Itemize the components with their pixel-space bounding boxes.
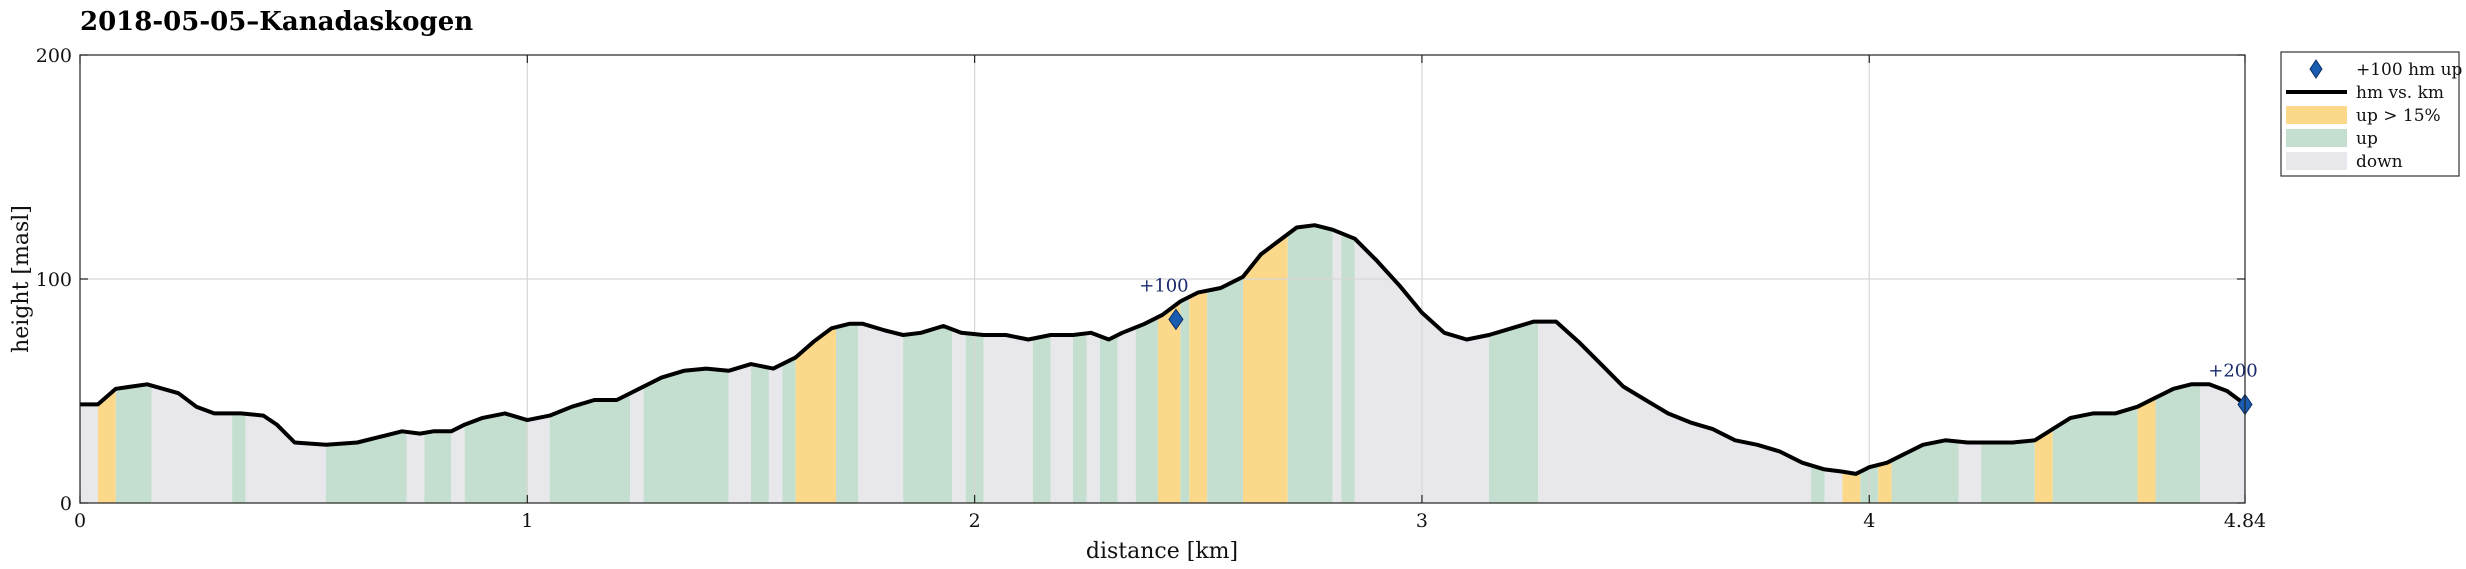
- segment-down: [2200, 384, 2245, 503]
- segment-steep: [1842, 471, 1861, 503]
- segment-up: [326, 431, 407, 503]
- elevation-line: [80, 223, 2247, 476]
- legend-label-up: up: [2356, 129, 2378, 149]
- segment-up: [903, 326, 953, 503]
- x-tick-label: 1: [521, 510, 533, 532]
- legend-swatch-steep: [2286, 106, 2347, 124]
- segment-down: [1117, 327, 1136, 503]
- x-tick-label: 2: [969, 510, 981, 532]
- plot-area: +100 +200 0 1 2 3 4 4.84 0 100 200: [36, 45, 2266, 532]
- segment-down: [1824, 469, 1843, 503]
- segment-up: [1099, 335, 1118, 503]
- segment-up: [1287, 225, 1333, 503]
- legend-label-line: hm vs. km: [2356, 83, 2444, 103]
- segment-up: [1073, 333, 1087, 503]
- segment-down: [728, 364, 751, 503]
- chart-title: 2018-05-05–Kanadaskogen: [80, 7, 473, 37]
- segment-down: [527, 415, 550, 503]
- segment-steep: [97, 388, 116, 503]
- segment-up: [1207, 276, 1243, 503]
- segment-up: [1891, 440, 1959, 503]
- segment-up: [1341, 233, 1355, 504]
- y-tick-label: 0: [60, 493, 72, 515]
- segment-up: [751, 364, 769, 503]
- segment-up: [115, 384, 152, 503]
- y-tick-label: 200: [36, 45, 72, 67]
- segment-steep: [1189, 290, 1208, 503]
- legend-swatch-down: [2286, 152, 2347, 170]
- segment-up: [1032, 335, 1051, 503]
- segment-down: [1086, 332, 1100, 503]
- marker-label: +100: [1139, 275, 1188, 296]
- segment-steep: [795, 327, 836, 503]
- marker-diamond: [1168, 308, 1184, 331]
- y-tick-label: 100: [36, 269, 72, 291]
- segment-up: [1135, 317, 1158, 503]
- segment-up: [1811, 465, 1825, 503]
- slope-segments: [80, 225, 2245, 504]
- axis-ticks: 0 1 2 3 4 4.84 0 100 200: [36, 45, 2266, 532]
- y-axis-label: height [masl]: [9, 205, 34, 353]
- segment-down: [245, 413, 326, 503]
- legend-swatch-up: [2286, 129, 2347, 147]
- legend-label-steep: up > 15%: [2356, 106, 2441, 126]
- segment-down: [952, 329, 966, 503]
- legend-label-down: down: [2356, 152, 2403, 172]
- x-tick-label: 3: [1416, 510, 1428, 532]
- x-tick-label: 4.84: [2224, 510, 2266, 532]
- segment-up: [643, 368, 729, 503]
- segment-down: [983, 335, 1033, 503]
- segment-up: [464, 413, 528, 503]
- segment-down: [630, 386, 644, 503]
- segment-up: [1489, 321, 1539, 503]
- segment-up: [1180, 296, 1190, 503]
- x-tick-label: 4: [1863, 510, 1875, 532]
- segment-up: [782, 357, 796, 503]
- x-axis-label: distance [km]: [1086, 539, 1238, 564]
- legend-label-marker: +100 hm up: [2356, 60, 2463, 80]
- segment-up: [2155, 384, 2201, 503]
- segment-up: [1981, 440, 2035, 503]
- segment-down: [768, 364, 783, 503]
- marker-label: +200: [2208, 360, 2257, 381]
- segment-down: [1958, 441, 1982, 503]
- grid-lines: [80, 55, 2245, 503]
- segment-up: [836, 323, 859, 503]
- segment-up: [424, 431, 452, 503]
- segment-steep: [1243, 234, 1288, 503]
- segment-up: [2052, 406, 2138, 503]
- legend-marker-icon: [2309, 59, 2323, 79]
- segment-up: [232, 413, 246, 503]
- segment-up: [549, 393, 631, 503]
- segment-down: [451, 424, 465, 503]
- segment-down: [1050, 335, 1073, 503]
- segment-steep: [1158, 301, 1181, 503]
- segment-steep: [2034, 429, 2053, 503]
- x-tick-label: 0: [74, 510, 86, 532]
- legend: +100 hm up hm vs. km up > 15% up down: [2280, 51, 2463, 177]
- segment-down: [406, 431, 425, 503]
- segment-down: [1538, 321, 1812, 503]
- segment-down: [80, 404, 98, 503]
- segment-down: [1332, 229, 1342, 503]
- segment-steep: [1878, 460, 1892, 503]
- segment-down: [858, 323, 904, 503]
- segment-steep: [2137, 397, 2156, 503]
- segment-down: [151, 385, 233, 503]
